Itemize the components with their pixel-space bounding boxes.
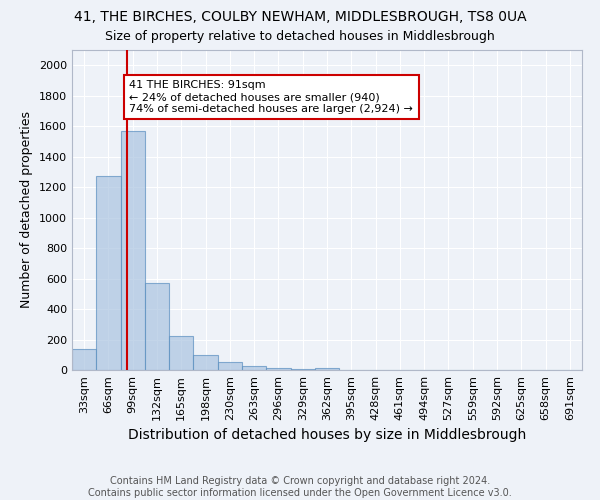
Bar [145,283,169,370]
Bar [72,348,96,370]
Bar [242,366,266,370]
Bar [96,176,121,370]
Bar [315,368,339,370]
Y-axis label: Number of detached properties: Number of detached properties [20,112,34,308]
Bar [121,131,145,370]
Text: 41, THE BIRCHES, COULBY NEWHAM, MIDDLESBROUGH, TS8 0UA: 41, THE BIRCHES, COULBY NEWHAM, MIDDLESB… [74,10,526,24]
Bar [169,336,193,370]
Text: Size of property relative to detached houses in Middlesbrough: Size of property relative to detached ho… [105,30,495,43]
Bar [218,362,242,370]
Text: Contains HM Land Registry data © Crown copyright and database right 2024.
Contai: Contains HM Land Registry data © Crown c… [88,476,512,498]
Bar [290,369,315,370]
Bar [266,368,290,370]
Text: 41 THE BIRCHES: 91sqm
← 24% of detached houses are smaller (940)
74% of semi-det: 41 THE BIRCHES: 91sqm ← 24% of detached … [129,80,413,114]
Bar [193,355,218,370]
X-axis label: Distribution of detached houses by size in Middlesbrough: Distribution of detached houses by size … [128,428,526,442]
